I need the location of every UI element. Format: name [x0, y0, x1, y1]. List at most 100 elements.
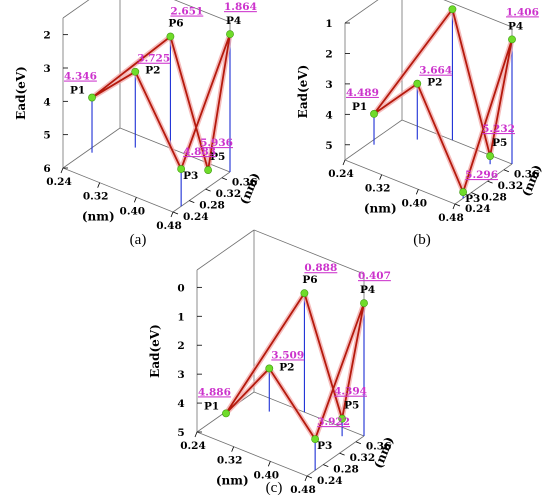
point-label-p1: P1 — [352, 101, 367, 113]
point-p6 — [448, 5, 457, 14]
box-edge — [454, 163, 513, 205]
z-tick-label: 5 — [43, 130, 50, 142]
y-tick — [355, 441, 362, 445]
y-tick — [323, 464, 329, 467]
z-tick-label: 4 — [325, 109, 332, 121]
z-tick-label: 5 — [177, 427, 184, 439]
point-label-p3: P3 — [183, 170, 198, 182]
point-label-p6: P6 — [168, 18, 183, 30]
y-tick — [172, 211, 179, 215]
x-tick-label: 0.24 — [180, 440, 206, 452]
z-tick-label: 2 — [43, 30, 50, 42]
x-tick-label: 0.40 — [120, 205, 146, 217]
point-label-p5: P5 — [210, 151, 225, 163]
value-label-p2: 3.664 — [419, 65, 452, 77]
y-tick-label: 0.28 — [199, 200, 225, 212]
z-axis-label: Ead(eV) — [148, 324, 162, 378]
point-p3 — [459, 188, 468, 196]
value-label-p2: 3.509 — [271, 349, 304, 361]
box-edge — [196, 431, 308, 477]
value-label-p5: 4.394 — [334, 386, 367, 398]
y-tick-label: 0.32 — [498, 180, 524, 192]
value-label-p4: 1.406 — [506, 6, 539, 18]
x-tick-label: 0.24 — [328, 168, 354, 180]
point-p4 — [508, 35, 516, 44]
point-p5 — [486, 152, 495, 160]
point-p2 — [265, 364, 274, 373]
point-label-p6: P6 — [302, 274, 317, 286]
box-edge — [443, 0, 513, 28]
box-edge — [253, 229, 365, 275]
point-label-p5: P5 — [344, 400, 359, 412]
x-axis-label: (nm) — [82, 210, 115, 224]
z-tick-label: 0 — [177, 282, 184, 294]
point-p5 — [204, 166, 213, 174]
point-p1 — [370, 110, 378, 118]
x-tick — [415, 189, 419, 195]
z-axis-label: Ead(eV) — [14, 66, 28, 120]
y-tick — [471, 192, 477, 195]
value-label-p4: 0.407 — [358, 270, 391, 282]
x-axis-label: (nm) — [364, 202, 397, 216]
y-tick-label: 0.24 — [317, 475, 343, 487]
y-tick-label: 0.28 — [481, 192, 507, 204]
panel-caption: (b) — [413, 232, 431, 248]
x-tick — [133, 197, 137, 203]
box-edge — [344, 0, 379, 24]
value-label-p6: 2.651 — [170, 6, 203, 18]
panel-caption: (c) — [266, 480, 283, 496]
z-axis-label: Ead(eV) — [296, 65, 310, 119]
x-tick-label: 0.40 — [402, 197, 428, 209]
y-tick-label: 0.24 — [183, 211, 209, 223]
x-tick — [231, 446, 235, 452]
value-label-p5: 5.936 — [200, 137, 233, 149]
point-p6 — [300, 289, 309, 298]
point-label-p1: P1 — [70, 85, 85, 97]
y-tick — [306, 475, 313, 479]
value-label-p6: 0.888 — [304, 262, 337, 274]
point-label-p2: P2 — [279, 361, 294, 373]
point-label-p2: P2 — [145, 65, 160, 77]
value-label-p1: 4.886 — [198, 386, 231, 398]
y-tick — [221, 177, 228, 181]
x-tick — [60, 167, 64, 174]
point-p4 — [226, 30, 234, 39]
point-p1 — [222, 409, 230, 418]
z-tick-label: 5 — [325, 140, 332, 152]
point-label-p4: P4 — [360, 284, 375, 296]
x-axis-label: (nm) — [216, 474, 249, 488]
box-edge — [253, 391, 365, 437]
y-tick-label: 0.28 — [333, 464, 359, 476]
y-tick — [189, 200, 195, 203]
value-label-p1: 4.489 — [346, 87, 379, 99]
box-edge — [196, 229, 255, 271]
x-tick — [194, 431, 198, 438]
box-edge — [173, 0, 231, 23]
z-tick-label: 4 — [177, 398, 184, 410]
point-label-p4: P4 — [508, 20, 523, 32]
point-p4 — [360, 299, 368, 308]
z-tick-label: 2 — [177, 340, 184, 352]
y-tick — [487, 180, 493, 184]
y-tick-label: 0.36 — [232, 177, 258, 189]
point-p1 — [88, 93, 96, 102]
x-tick — [97, 182, 101, 188]
value-label-p3: 4.883 — [183, 146, 216, 158]
x-tick — [267, 461, 271, 467]
point-label-p5: P5 — [492, 137, 507, 149]
box-edge — [62, 167, 174, 213]
box-edge — [172, 171, 231, 213]
point-label-p6: P6 — [450, 0, 465, 2]
path-halo — [372, 6, 515, 195]
value-label-p2: 3.725 — [137, 53, 170, 65]
x-tick-label: 0.32 — [83, 191, 109, 203]
y-tick — [503, 169, 510, 173]
y-tick-label: 0.32 — [216, 188, 242, 200]
point-label-p3: P3 — [465, 193, 480, 205]
z-tick-label: 3 — [177, 369, 184, 381]
x-tick — [379, 174, 383, 180]
box-edge — [62, 0, 90, 19]
